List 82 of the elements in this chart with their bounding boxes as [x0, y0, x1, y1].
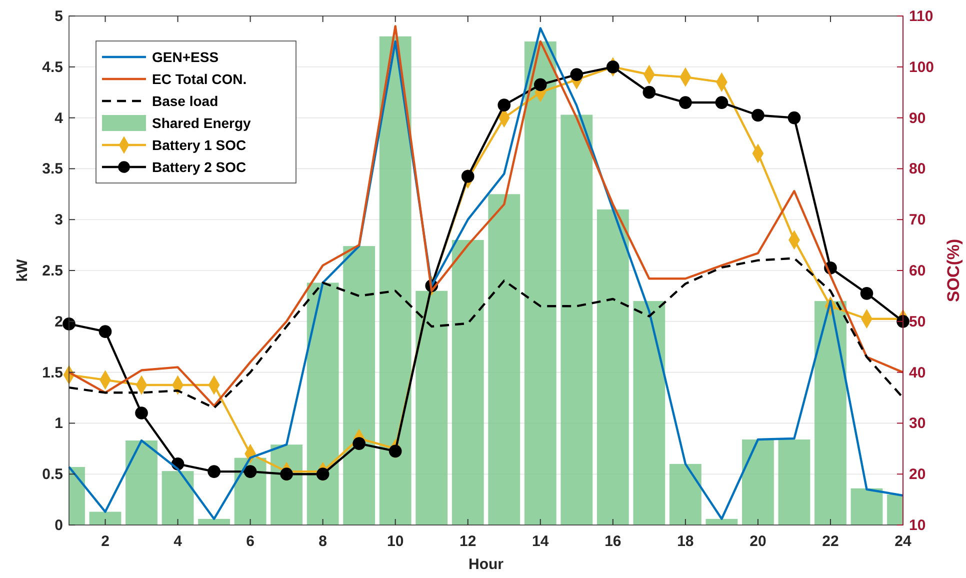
- point: [316, 468, 330, 481]
- bar: [742, 439, 774, 525]
- y2-tick-label: 90: [909, 110, 926, 127]
- x-tick-label: 8: [318, 533, 327, 550]
- x-tick-label: 4: [174, 533, 183, 550]
- bar: [814, 301, 846, 525]
- point: [860, 287, 874, 300]
- point: [352, 437, 366, 450]
- bar: [850, 488, 883, 525]
- y2-tick-label: 30: [909, 415, 926, 432]
- point: [98, 325, 112, 338]
- y2-tick-label: 60: [909, 262, 926, 280]
- y2-tick-label: 20: [909, 466, 926, 484]
- x-tick-label: 16: [604, 533, 622, 550]
- legend-label: Battery 1 SOC: [152, 137, 246, 153]
- bar: [669, 464, 702, 525]
- legend-label: EC Total CON.: [152, 71, 247, 87]
- y2-tick-label: 10: [909, 517, 926, 534]
- bar: [560, 114, 593, 525]
- point: [208, 465, 220, 478]
- x-axis-title: Hour: [468, 556, 504, 573]
- point: [280, 468, 293, 481]
- point: [788, 111, 801, 124]
- bar: [488, 194, 520, 525]
- point: [534, 78, 547, 92]
- point: [679, 96, 692, 109]
- point: [715, 96, 728, 109]
- x-tick-label: 22: [822, 533, 839, 550]
- y-tick-label: 0: [54, 517, 63, 534]
- x-tick-label: 20: [750, 533, 766, 550]
- y2-axis-title: SOC(%): [944, 238, 963, 302]
- point: [896, 314, 910, 328]
- bar: [162, 471, 194, 525]
- bar: [416, 290, 448, 525]
- point: [642, 86, 656, 99]
- y-tick-label: 4: [54, 110, 64, 127]
- point: [135, 406, 148, 420]
- bar: [306, 282, 339, 525]
- y-tick-label: 1.5: [42, 364, 63, 382]
- x-tick-label: 12: [460, 533, 476, 550]
- point: [752, 108, 764, 122]
- y-tick-label: 4.5: [42, 58, 63, 76]
- point: [606, 60, 620, 74]
- x-tick-label: 6: [246, 533, 254, 550]
- x-tick-label: 24: [894, 533, 912, 550]
- y-axis-title: kW: [14, 258, 31, 282]
- y-tick-label: 2.5: [42, 262, 63, 280]
- x-tick-label: 18: [677, 533, 694, 550]
- bar: [379, 36, 412, 525]
- bar: [343, 246, 376, 525]
- bar: [126, 440, 158, 525]
- y-tick-label: 0.5: [42, 466, 63, 484]
- bar: [778, 439, 810, 525]
- y-tick-label: 5: [54, 8, 63, 25]
- point: [388, 444, 402, 458]
- bar: [596, 209, 629, 525]
- y2-tick-label: 110: [909, 8, 934, 25]
- legend-label: Shared Energy: [152, 115, 252, 131]
- y2-tick-label: 80: [909, 160, 926, 178]
- bar: [452, 240, 484, 525]
- point: [461, 170, 474, 183]
- y-tick-label: 1: [54, 415, 63, 432]
- point: [498, 98, 511, 112]
- bar: [89, 512, 122, 525]
- legend-label: GEN+ESS: [152, 49, 219, 65]
- legend-label: Battery 2 SOC: [152, 159, 246, 175]
- point: [244, 465, 257, 478]
- y2-tick-label: 40: [909, 364, 926, 382]
- y2-tick-label: 70: [909, 212, 926, 229]
- x-tick-label: 14: [532, 533, 550, 550]
- y-tick-label: 3: [54, 212, 63, 229]
- y-tick-label: 3.5: [42, 160, 63, 178]
- x-tick-label: 10: [387, 533, 404, 550]
- bar: [633, 301, 666, 525]
- y2-tick-label: 50: [909, 313, 926, 330]
- x-tick-label: 2: [101, 533, 110, 550]
- y2-tick-label: 100: [909, 58, 934, 76]
- bar: [524, 41, 556, 525]
- point: [570, 68, 584, 81]
- legend-label: Base load: [152, 93, 218, 109]
- point: [62, 318, 76, 330]
- y-tick-label: 2: [54, 313, 63, 330]
